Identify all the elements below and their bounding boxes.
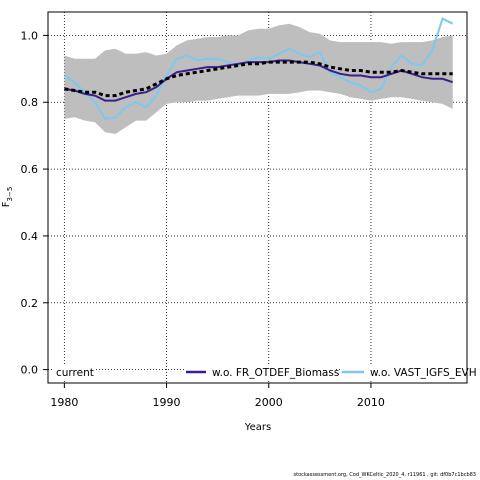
legend-background-1 [54,364,94,379]
plot-frame [47,11,468,384]
y-tick-label-1: 0.2 [21,297,39,310]
legend-background-2 [184,364,336,379]
x-axis-label: Years [244,422,271,433]
x-tick-label-1990: 1990 [153,396,181,409]
series-line-1 [64,59,454,102]
y-tick-label-4: 0.8 [21,96,39,109]
y-tick-label-5: 1.0 [21,29,39,42]
y-tick-label-2: 0.4 [21,230,39,243]
legend-label-fr-otdef: w.o. FR_OTDEF_Biomass [212,367,339,379]
y-axis-label-subscript: 3−5 [6,187,14,202]
x-tick-label-2000: 2000 [255,396,283,409]
y-axis-label-main: F [1,201,12,207]
series-lines [63,17,454,121]
legend-background-3 [340,364,466,379]
y-tick-label-0: 0.0 [21,364,39,377]
y-axis: 0.0 0.2 0.4 0.6 0.8 1.0 [21,29,48,377]
x-tick-label-2010: 2010 [357,396,385,409]
series-line-current [64,60,453,98]
y-axis-label: F3−5 [1,187,14,208]
x-tick-label-1980: 1980 [50,396,78,409]
y-tick-label-3: 0.6 [21,163,39,176]
confidence-band [64,23,453,135]
legend-label-current: current [56,367,94,379]
legend: current w.o. FR_OTDEF_Biomass w.o. VAST_… [54,364,477,379]
footer-credit: stockassessment.org, Cod_WKCeltic_2020_4… [293,472,477,478]
legend-label-vast-igfs: w.o. VAST_IGFS_EVH [370,367,477,379]
grid-lines [48,12,467,383]
x-axis: 1980 1990 2000 2010 [50,383,385,409]
